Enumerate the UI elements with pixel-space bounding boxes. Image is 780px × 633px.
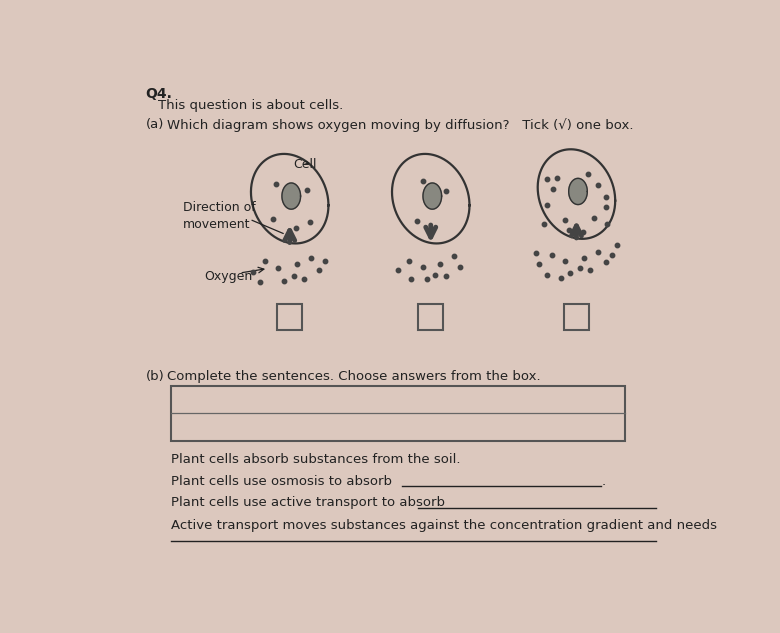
- Bar: [418, 304, 443, 330]
- Text: Cell: Cell: [293, 158, 317, 170]
- Text: Which diagram shows oxygen moving by diffusion?   Tick (√) one box.: Which diagram shows oxygen moving by dif…: [167, 118, 633, 132]
- Text: Plant cells absorb substances from the soil.: Plant cells absorb substances from the s…: [171, 453, 461, 467]
- Text: (b): (b): [146, 370, 165, 383]
- Polygon shape: [537, 149, 615, 239]
- Text: Plant cells use active transport to absorb: Plant cells use active transport to abso…: [171, 496, 445, 510]
- Text: Oxygen: Oxygen: [204, 270, 253, 283]
- Text: Active transport moves substances against the concentration gradient and needs: Active transport moves substances agains…: [171, 520, 717, 532]
- Polygon shape: [282, 183, 300, 209]
- Text: Complete the sentences. Choose answers from the box.: Complete the sentences. Choose answers f…: [167, 370, 541, 383]
- Text: carbon dioxide: carbon dioxide: [176, 393, 291, 407]
- Text: water: water: [532, 418, 577, 432]
- Text: light: light: [215, 418, 251, 432]
- Bar: [171, 385, 625, 441]
- Polygon shape: [569, 179, 587, 204]
- Polygon shape: [392, 154, 470, 244]
- Text: Q4.: Q4.: [146, 87, 172, 101]
- Text: mineral ions: mineral ions: [352, 418, 448, 432]
- Bar: [278, 304, 302, 330]
- Text: This question is about cells.: This question is about cells.: [158, 99, 343, 112]
- Text: .: .: [601, 475, 605, 488]
- Text: Direction of
movement: Direction of movement: [183, 201, 256, 232]
- Polygon shape: [251, 154, 328, 244]
- Text: chlorophyll: chlorophyll: [356, 393, 443, 407]
- Text: (a): (a): [146, 118, 164, 131]
- Bar: [564, 304, 589, 330]
- Polygon shape: [423, 183, 441, 209]
- Text: energy: energy: [527, 393, 582, 407]
- Text: Plant cells use osmosis to absorb: Plant cells use osmosis to absorb: [171, 475, 392, 488]
